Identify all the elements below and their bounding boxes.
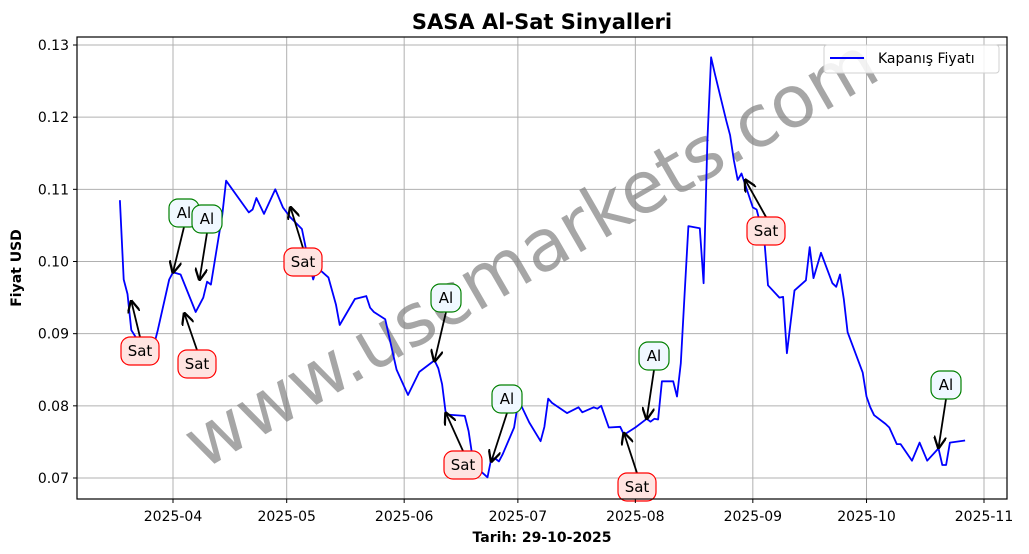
annotation-box <box>430 283 462 313</box>
annotation-arrow-icon <box>745 180 767 218</box>
annotation-label: Sat <box>451 456 476 474</box>
legend-label: Kapanış Fiyatı <box>878 51 975 67</box>
annotation-sell: Sat <box>120 301 160 366</box>
annotation-label: Sat <box>754 222 779 240</box>
x-tick-label: 2025-06 <box>375 509 434 525</box>
close-price-line <box>119 56 966 479</box>
grid-lines <box>77 37 1007 499</box>
annotation-arrow-icon <box>173 226 185 272</box>
y-axis-ticks: 0.07 0.08 0.09 0.10 0.11 0.12 0.13 <box>38 38 77 487</box>
x-tick-label: 2025-04 <box>144 509 203 525</box>
y-tick-label: 0.09 <box>38 327 69 343</box>
annotation-sell: Sat <box>177 313 217 379</box>
annotation-buy: Al <box>930 370 962 448</box>
signal-annotations: Sat Al Al Sat Sat Al Sat Al Sat Al Sat Al <box>120 180 962 502</box>
legend: Kapanış Fiyatı <box>823 44 1000 74</box>
y-axis-label: Fiyat USD <box>9 229 25 307</box>
annotation-box <box>638 341 670 371</box>
x-tick-label: 2025-05 <box>257 509 316 525</box>
annotation-buy: Al <box>191 204 223 280</box>
annotation-box <box>930 370 962 400</box>
annotation-buy: Al <box>638 341 670 419</box>
annotation-arrow-icon <box>647 369 655 419</box>
annotation-sell: Sat <box>443 413 483 480</box>
x-tick-label: 2025-10 <box>837 509 896 525</box>
annotation-box <box>177 349 217 379</box>
annotation-arrow-icon <box>131 301 141 338</box>
x-tick-label: 2025-11 <box>955 509 1014 525</box>
x-axis-ticks: 2025-04 2025-05 2025-06 2025-07 2025-08 2025-… <box>144 499 1014 525</box>
annotation-label: Sat <box>185 355 210 373</box>
x-tick-label: 2025-07 <box>489 509 548 525</box>
annotation-box <box>617 472 657 502</box>
x-axis-label: Tarih: 29-10-2025 <box>473 530 612 546</box>
annotation-sell: Sat <box>283 207 323 277</box>
annotation-label: Al <box>177 204 191 222</box>
annotation-label: Al <box>939 376 953 394</box>
annotation-label: Sat <box>625 478 650 496</box>
annotation-sell: Sat <box>745 180 786 246</box>
y-tick-label: 0.10 <box>38 255 69 271</box>
annotation-buy: Al <box>430 283 462 361</box>
annotation-box <box>191 204 223 234</box>
y-tick-label: 0.07 <box>38 471 69 487</box>
price-line-series <box>119 56 966 479</box>
annotation-box <box>283 247 323 277</box>
annotation-label: Sat <box>128 342 153 360</box>
annotation-arrow-icon <box>491 412 508 461</box>
annotation-buy: Al <box>491 384 523 461</box>
y-tick-label: 0.08 <box>38 399 69 415</box>
watermark: www.uscmarkets.com <box>169 20 891 485</box>
y-tick-label: 0.11 <box>38 182 69 198</box>
annotation-box <box>443 450 483 480</box>
x-tick-label: 2025-08 <box>606 509 665 525</box>
legend-box <box>823 44 1000 74</box>
annotation-arrow-icon <box>434 311 447 361</box>
annotation-arrow-icon <box>446 413 464 452</box>
x-tick-label: 2025-09 <box>724 509 783 525</box>
annotation-arrow-icon <box>184 313 198 351</box>
annotation-label: Al <box>439 289 453 307</box>
annotation-label: Sat <box>291 253 316 271</box>
annotation-arrow-icon <box>939 398 947 448</box>
annotation-box <box>120 336 160 366</box>
annotation-box <box>746 216 786 246</box>
y-tick-label: 0.13 <box>38 38 69 54</box>
chart-title: SASA Al-Sat Sinyalleri <box>412 10 672 34</box>
annotation-label: Al <box>200 210 214 228</box>
annotation-box <box>491 384 523 414</box>
annotation-label: Al <box>500 390 514 408</box>
annotation-arrow-icon <box>200 232 208 280</box>
plot-frame <box>76 36 1008 500</box>
annotation-arrow-icon <box>290 207 304 249</box>
watermark-text: www.uscmarkets.com <box>169 20 891 485</box>
annotation-sell: Sat <box>617 433 657 502</box>
y-tick-label: 0.12 <box>38 110 69 126</box>
annotation-arrow-icon <box>624 433 638 474</box>
annotation-label: Al <box>647 347 661 365</box>
